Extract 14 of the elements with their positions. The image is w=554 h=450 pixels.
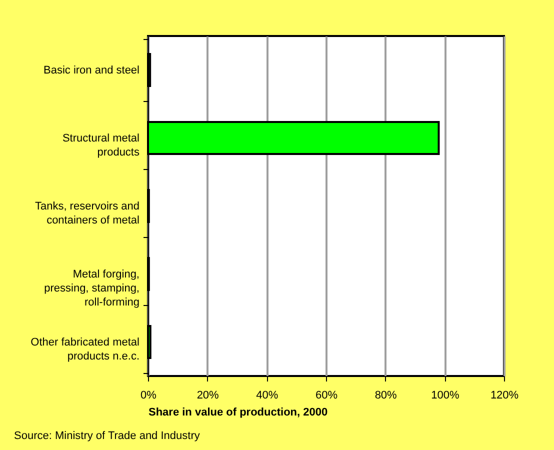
y-tick-label: Other fabricated metal products n.e.c. xyxy=(30,336,140,362)
y-tick-label: Metal forging, pressing, stamping, roll-forming xyxy=(44,268,140,308)
source-note: Source: Ministry of Trade and Industry xyxy=(14,430,200,442)
x-tick-label: 20% xyxy=(196,390,220,402)
x-tick-label: 100% xyxy=(431,390,460,402)
x-tick-label: 120% xyxy=(490,390,519,402)
x-tick-label: 60% xyxy=(315,390,338,402)
y-tick-label: Basic iron and steel xyxy=(44,64,140,76)
x-tick-label: 80% xyxy=(374,390,398,402)
x-tick-label: 0% xyxy=(140,390,157,402)
x-tick-label: 40% xyxy=(256,390,278,402)
y-tick-label: Structural metal products xyxy=(62,132,140,158)
y-tick-label: Tanks, reservoirs and containers of metal xyxy=(34,200,140,226)
x-axis-title: Share in value of production, 2000 xyxy=(148,406,328,418)
